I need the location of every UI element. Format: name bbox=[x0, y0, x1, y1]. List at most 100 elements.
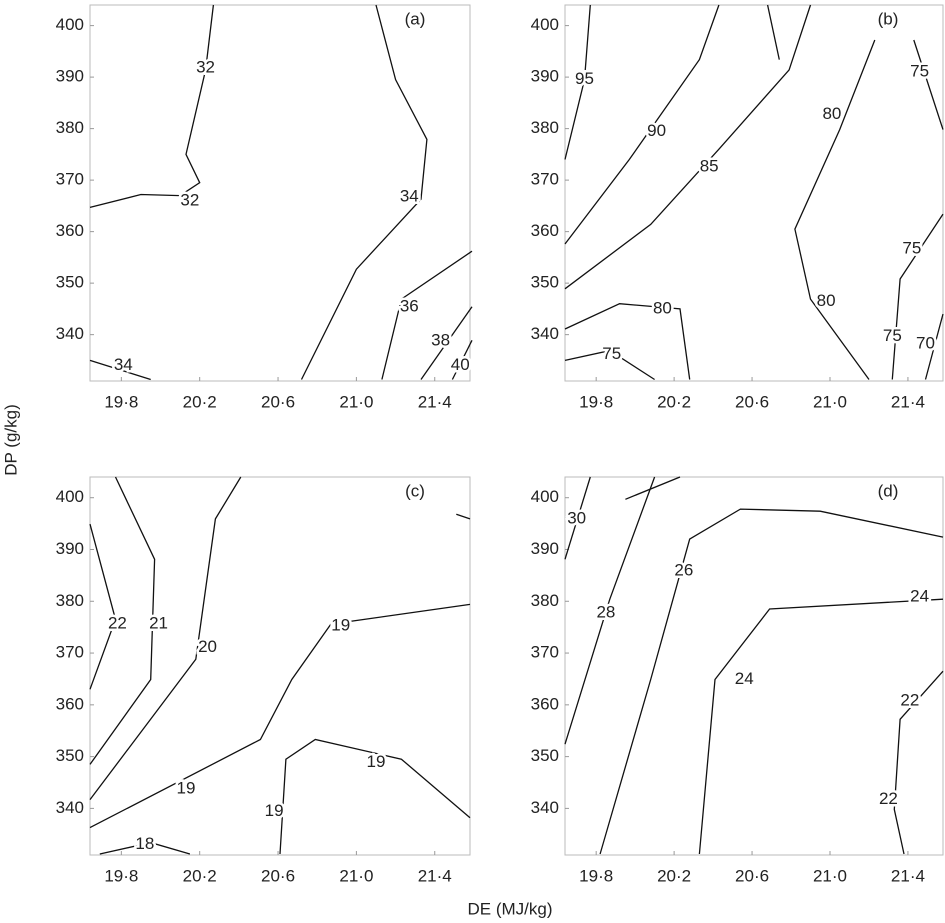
y-tick-label: 370 bbox=[531, 643, 559, 662]
contour-label: 19 bbox=[331, 616, 350, 635]
y-tick-label: 380 bbox=[531, 591, 559, 610]
y-tick-label: 340 bbox=[531, 798, 559, 817]
contour-line bbox=[89, 523, 117, 690]
contour-label: 80 bbox=[822, 104, 841, 123]
contour-line bbox=[300, 4, 428, 380]
x-tick-label: 20·6 bbox=[735, 866, 769, 885]
contour-line bbox=[89, 603, 471, 829]
contour-label: 40 bbox=[451, 355, 470, 374]
contour-label: 32 bbox=[180, 191, 199, 210]
contour-label: 20 bbox=[198, 637, 217, 656]
y-tick-label: 350 bbox=[531, 746, 559, 765]
contour-line bbox=[625, 476, 681, 500]
y-tick-label: 370 bbox=[56, 643, 84, 662]
y-tick-label: 390 bbox=[531, 67, 559, 86]
contour-label: 75 bbox=[910, 61, 929, 80]
y-tick-label: 350 bbox=[531, 273, 559, 292]
contour-line bbox=[564, 476, 656, 745]
y-tick-label: 360 bbox=[56, 694, 84, 713]
contour-line bbox=[89, 359, 151, 381]
y-tick-label: 340 bbox=[56, 324, 84, 343]
contour-label: 70 bbox=[916, 333, 935, 352]
x-tick-label: 19·8 bbox=[104, 866, 138, 885]
contour-line bbox=[893, 670, 944, 855]
y-tick-label: 350 bbox=[56, 273, 84, 292]
contour-label: 75 bbox=[883, 326, 902, 345]
contour-line bbox=[564, 4, 591, 160]
contour-label: 80 bbox=[817, 291, 836, 310]
y-tick-label: 350 bbox=[56, 746, 84, 765]
x-tick-label: 21·4 bbox=[891, 866, 925, 885]
contour-label: 36 bbox=[400, 296, 419, 315]
contour-line bbox=[89, 476, 242, 800]
y-tick-label: 390 bbox=[531, 539, 559, 558]
y-tick-label: 400 bbox=[56, 487, 84, 506]
x-tick-label: 21·4 bbox=[418, 392, 452, 411]
contour-label: 34 bbox=[400, 187, 419, 206]
contour-label: 22 bbox=[900, 691, 919, 710]
x-tick-label: 21·0 bbox=[339, 866, 373, 885]
contour-label: 19 bbox=[177, 779, 196, 798]
y-tick-label: 360 bbox=[56, 221, 84, 240]
contour-label: 90 bbox=[647, 121, 666, 140]
panel-title: (d) bbox=[878, 481, 899, 500]
contour-label: 19 bbox=[265, 801, 284, 820]
x-tick-label: 19·8 bbox=[104, 392, 138, 411]
contour-label: 38 bbox=[431, 330, 450, 349]
contour-line bbox=[913, 39, 944, 130]
contour-label: 28 bbox=[596, 603, 615, 622]
contour-line bbox=[564, 476, 591, 560]
x-tick-label: 20·2 bbox=[657, 866, 691, 885]
contour-label: 22 bbox=[879, 789, 898, 808]
contour-line bbox=[924, 313, 944, 380]
x-tick-label: 21·4 bbox=[891, 392, 925, 411]
y-tick-label: 390 bbox=[56, 67, 84, 86]
x-tick-label: 21·4 bbox=[418, 866, 452, 885]
contour-line bbox=[89, 4, 215, 209]
y-tick-label: 400 bbox=[56, 15, 84, 34]
x-tick-label: 19·8 bbox=[579, 866, 613, 885]
x-tick-label: 20·2 bbox=[183, 866, 217, 885]
contour-label: 24 bbox=[735, 669, 754, 688]
y-axis-label: DP (g/kg) bbox=[1, 404, 20, 476]
contour-line bbox=[89, 476, 156, 765]
y-tick-label: 380 bbox=[56, 591, 84, 610]
contour-label: 30 bbox=[567, 508, 586, 527]
contour-line bbox=[564, 4, 720, 245]
contour-label: 85 bbox=[700, 157, 719, 176]
contour-line bbox=[381, 250, 473, 380]
contour-line bbox=[891, 213, 944, 380]
plot-frame bbox=[564, 4, 944, 382]
contour-label: 19 bbox=[367, 752, 386, 771]
panel-title: (c) bbox=[405, 481, 425, 500]
contour-label: 80 bbox=[653, 298, 672, 317]
panel-title: (b) bbox=[878, 9, 899, 28]
contour-label: 95 bbox=[575, 69, 594, 88]
plot-frame bbox=[564, 476, 944, 856]
y-tick-label: 400 bbox=[531, 487, 559, 506]
contour-label: 32 bbox=[196, 57, 215, 76]
contour-label: 21 bbox=[149, 614, 168, 633]
x-tick-label: 20·2 bbox=[657, 392, 691, 411]
y-tick-label: 340 bbox=[531, 324, 559, 343]
y-tick-label: 380 bbox=[56, 118, 84, 137]
contour-label: 24 bbox=[910, 587, 929, 606]
contour-line bbox=[564, 303, 691, 380]
x-tick-label: 20·6 bbox=[261, 866, 295, 885]
y-tick-label: 390 bbox=[56, 539, 84, 558]
y-tick-label: 340 bbox=[56, 798, 84, 817]
x-tick-label: 20·6 bbox=[735, 392, 769, 411]
x-tick-label: 20·6 bbox=[261, 392, 295, 411]
x-tick-label: 21·0 bbox=[813, 392, 847, 411]
contour-line bbox=[456, 513, 471, 520]
contour-label: 34 bbox=[114, 355, 133, 374]
y-tick-label: 380 bbox=[531, 118, 559, 137]
contour-label: 22 bbox=[108, 614, 127, 633]
contour-line bbox=[279, 738, 471, 855]
y-tick-label: 400 bbox=[531, 15, 559, 34]
y-tick-label: 360 bbox=[531, 694, 559, 713]
x-tick-label: 21·0 bbox=[813, 866, 847, 885]
contour-line bbox=[420, 306, 473, 380]
y-tick-label: 370 bbox=[531, 170, 559, 189]
